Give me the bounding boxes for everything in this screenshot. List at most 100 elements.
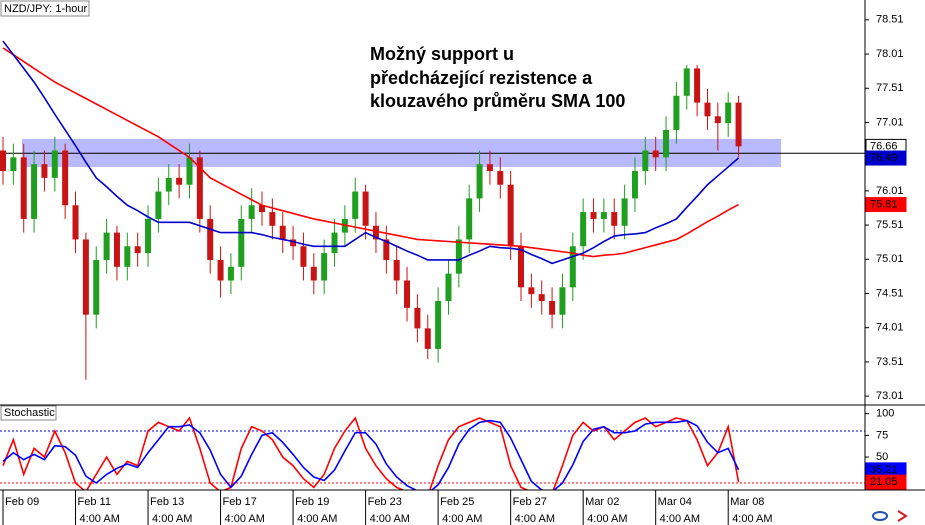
candle-body [259, 205, 265, 213]
y-tick-label: 73.01 [876, 390, 904, 402]
candle-body [269, 212, 276, 226]
annotation: předcházející rezistence a [370, 68, 593, 88]
candle-body [476, 164, 483, 199]
candle-body [590, 212, 597, 219]
candle-body [663, 129, 670, 158]
candle-body [165, 177, 172, 192]
price-pane [0, 40, 865, 380]
candle-body [435, 301, 442, 349]
candle-body [404, 280, 411, 308]
candle-body [155, 191, 162, 219]
candle-body [176, 177, 183, 185]
x-time-label: 4:00 AM [587, 513, 627, 525]
y-tick-label: 75.01 [876, 253, 904, 265]
y-tick-label: 75.51 [876, 219, 904, 231]
indicator-line [2, 419, 740, 490]
candle-body [600, 212, 607, 219]
candle-body [103, 232, 110, 260]
candle-body [497, 171, 504, 185]
candle-body [124, 246, 131, 267]
candle-body [683, 68, 690, 96]
candle-body [62, 150, 69, 206]
candle-body [352, 191, 359, 219]
y-tick-label: 77.01 [876, 116, 904, 128]
candle-body [145, 218, 152, 254]
value-tag-label: 21.05 [870, 476, 898, 488]
y-tick-label: 76.01 [876, 185, 904, 197]
x-tick-label: Feb 17 [223, 496, 257, 508]
candle-body [528, 287, 535, 295]
x-time-label: 4:00 AM [152, 513, 192, 525]
candle-body [248, 205, 255, 219]
toolbar-icons[interactable] [872, 510, 908, 522]
x-tick-label: Mar 04 [658, 496, 692, 508]
candle-body [51, 150, 58, 178]
candle-body [652, 150, 659, 158]
x-tick-label: Mar 02 [585, 496, 619, 508]
x-time-label: 4:00 AM [297, 513, 337, 525]
candle-body [694, 68, 701, 103]
candle-body [445, 273, 452, 302]
candle-body [714, 116, 721, 124]
x-tick-label: Feb 11 [78, 496, 111, 508]
candle-body [559, 287, 566, 315]
candle-body [486, 164, 493, 172]
candle-body [10, 157, 17, 172]
candle-body [82, 239, 89, 315]
y-tick-label: 75 [876, 429, 888, 441]
candle-body [72, 205, 79, 240]
y-tick-label: 78.01 [876, 48, 904, 60]
y-tick-label: 50 [876, 451, 888, 463]
candle-body [331, 232, 338, 254]
value-tag-label: 75.81 [870, 198, 898, 210]
candle-body [20, 157, 27, 219]
candle-body [455, 239, 462, 274]
x-tick-label: Feb 25 [440, 496, 474, 508]
value-tag [865, 197, 907, 213]
candle-body [631, 171, 638, 199]
x-tick-label: Feb 13 [150, 496, 184, 508]
value-tag [865, 150, 907, 166]
candle-body [279, 225, 286, 240]
arrow-icon[interactable] [897, 510, 908, 522]
candle-body [321, 253, 328, 281]
indicator-line [2, 47, 739, 258]
candle-body [569, 246, 576, 288]
y-tick-label: 74.51 [876, 287, 904, 299]
candle-body [196, 157, 203, 219]
candle-body [580, 212, 587, 247]
candle-body [549, 301, 556, 315]
candle-body [113, 232, 120, 267]
annotation: Možný support u [370, 44, 514, 64]
y-tick-label: 77.51 [876, 82, 904, 94]
candle-body [300, 246, 307, 267]
candle-body [134, 246, 141, 254]
x-time-label: 4:00 AM [515, 513, 555, 525]
x-time-label: 4:00 AM [370, 513, 410, 525]
link-icon[interactable] [872, 511, 888, 521]
candle-body [372, 225, 379, 240]
stochastic-pane [0, 416, 865, 490]
indicator-line [2, 40, 740, 265]
axes: 73.0173.5174.0174.5175.0175.5176.0176.51… [2, 14, 907, 525]
candle-body [383, 239, 390, 260]
candle-body [725, 102, 732, 124]
candle-body [0, 150, 6, 172]
candle-body [310, 266, 317, 281]
y-tick-label: 74.01 [876, 322, 904, 334]
y-tick-label: 78.51 [876, 14, 904, 26]
chart-title: NZD/JPY: 1-hour [4, 3, 87, 15]
candle-body [41, 164, 48, 178]
candle-body [424, 328, 431, 349]
x-tick-label: Feb 23 [368, 496, 402, 508]
y-tick-label: 73.51 [876, 356, 904, 368]
candle-body [93, 259, 100, 315]
x-time-label: 4:00 AM [225, 513, 265, 525]
candle-body [507, 184, 514, 247]
candle-body [466, 198, 473, 240]
candle-body [393, 259, 400, 281]
x-time-label: 4:00 AM [80, 513, 120, 525]
x-tick-label: Feb 19 [295, 496, 329, 508]
candle-body [704, 102, 711, 117]
